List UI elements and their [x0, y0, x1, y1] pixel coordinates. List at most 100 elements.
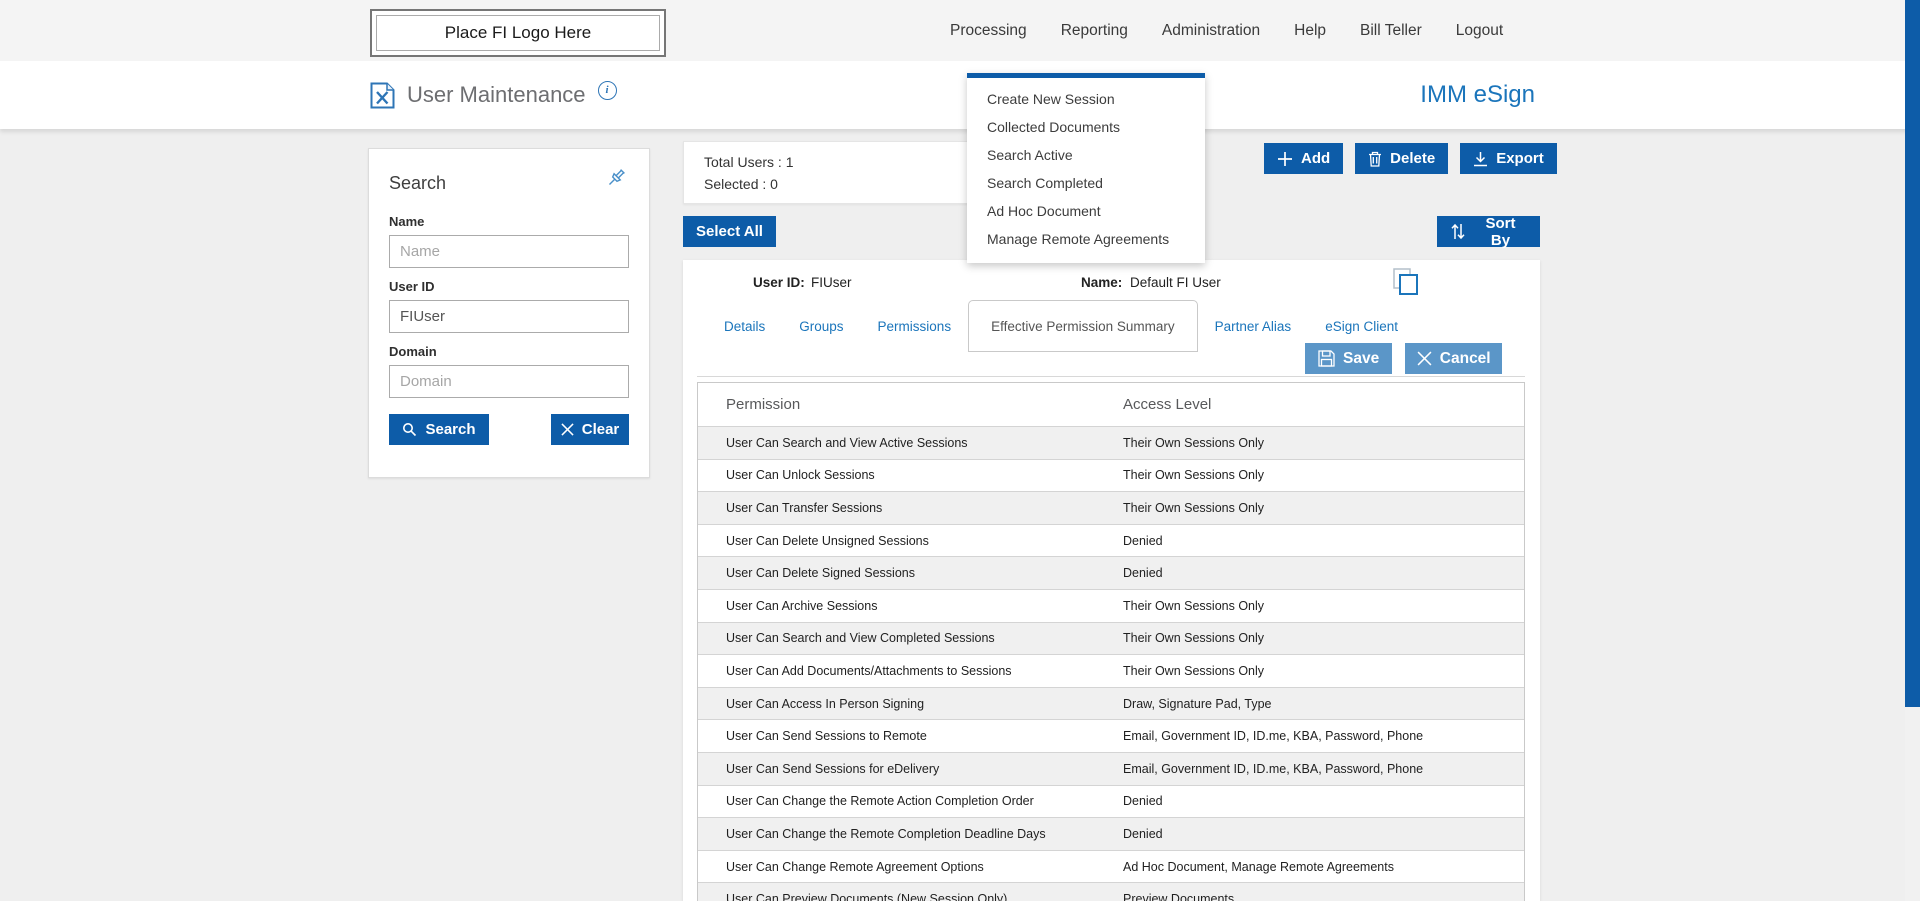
user-id-input[interactable] [389, 300, 629, 333]
access-level-cell: Denied [1123, 533, 1163, 548]
download-icon [1473, 151, 1488, 167]
table-row: User Can Search and View Active Sessions… [698, 426, 1524, 459]
clear-x-icon [561, 423, 574, 436]
page-title-group: User Maintenance [370, 61, 617, 129]
top-bar: Place FI Logo Here Processing Reporting Ad… [0, 0, 1920, 62]
access-level-cell: Their Own Sessions Only [1123, 500, 1265, 515]
permission-cell: User Can Change the Remote Action Comple… [726, 794, 1034, 809]
search-button-label: Search [425, 421, 476, 438]
table-header-row: Permission Access Level [698, 383, 1524, 426]
delete-button-label: Delete [1390, 150, 1436, 167]
nav-item-reporting[interactable]: Reporting [1060, 21, 1128, 39]
table-row: User Can Delete Unsigned Sessions Denied [698, 523, 1524, 557]
pin-icon[interactable] [603, 165, 629, 191]
nav-item-logout[interactable]: Logout [1455, 21, 1504, 39]
cancel-button[interactable]: Cancel [1405, 343, 1503, 374]
permission-cell: User Can Search and View Active Sessions [726, 435, 968, 450]
table-row: User Can Add Documents/Attachments to Se… [698, 654, 1524, 687]
name-input[interactable] [389, 235, 629, 268]
nav-item-administration[interactable]: Administration [1161, 21, 1261, 39]
fi-logo-placeholder: Place FI Logo Here [370, 9, 666, 57]
trash-icon [1368, 151, 1382, 167]
select-all-label: Select All [696, 223, 763, 240]
nav-item-bill-teller[interactable]: Bill Teller [1360, 21, 1422, 39]
search-panel-title: Search [389, 173, 447, 193]
access-level-cell: Their Own Sessions Only [1123, 631, 1265, 646]
permission-cell: User Can Access In Person Signing [726, 696, 925, 711]
permission-cell: User Can Add Documents/Attachments to Se… [726, 663, 1012, 678]
table-row: User Can Transfer Sessions Their Own Sess… [698, 491, 1524, 524]
selected-count-text: Selected : 0 [704, 176, 778, 192]
save-button[interactable]: Save [1305, 343, 1393, 374]
name-value: Default FI User [1130, 275, 1221, 290]
scrollbar-thumb[interactable] [1905, 0, 1920, 707]
table-row: User Can Send Sessions for eDelivery Emai… [698, 751, 1524, 785]
table-row: User Can Delete Signed Sessions Denied [698, 556, 1524, 589]
menu-item-create-new-session[interactable]: Create New Session [987, 91, 1115, 107]
domain-field: Domain [389, 344, 629, 398]
cancel-button-label: Cancel [1439, 349, 1491, 367]
access-level-cell: Email, Government ID, ID.me, KBA, Passwo… [1123, 761, 1424, 776]
search-icon [402, 422, 417, 437]
brand-title: IMM eSign [1420, 81, 1535, 108]
table-row: User Can Change the Remote Action Comple… [698, 784, 1524, 818]
user-id-field-label: User ID [389, 279, 435, 294]
page-title: User Maintenance [407, 82, 586, 107]
table-row: User Can Preview Documents (New Session … [698, 882, 1524, 901]
tab-esign-client[interactable]: eSign Client [1325, 318, 1398, 334]
tab-effective-permission-summary[interactable]: Effective Permission Summary [968, 300, 1198, 352]
table-row: User Can Archive Sessions Their Own Sessi… [698, 588, 1524, 622]
page-header: User Maintenance IMM eSign [0, 61, 1920, 129]
permission-cell: User Can Change Remote Agreement Options [726, 859, 984, 874]
export-button[interactable]: Export [1460, 143, 1557, 174]
fi-logo-text: Place FI Logo Here [444, 23, 592, 42]
select-all-button[interactable]: Select All [683, 216, 776, 247]
delete-button[interactable]: Delete [1355, 143, 1449, 174]
access-level-cell: Their Own Sessions Only [1123, 663, 1265, 678]
info-icon[interactable] [597, 80, 617, 100]
table-row: User Can Change Remote Agreement Options… [698, 849, 1524, 883]
card-actions: Save Cancel [1305, 343, 1503, 374]
domain-field-label: Domain [389, 344, 437, 359]
export-button-label: Export [1496, 150, 1544, 167]
name-field-label: Name [389, 214, 425, 229]
copy-icon[interactable] [1393, 268, 1419, 296]
menu-item-search-completed[interactable]: Search Completed [987, 175, 1103, 191]
access-level-cell: Their Own Sessions Only [1123, 435, 1265, 450]
table-row: User Can Search and View Completed Sessi… [698, 621, 1524, 655]
menu-item-search-active[interactable]: Search Active [987, 147, 1073, 163]
domain-input[interactable] [389, 365, 629, 398]
search-button[interactable]: Search [389, 414, 489, 445]
access-level-cell: Denied [1123, 566, 1163, 581]
tab-partner-alias[interactable]: Partner Alias [1214, 318, 1292, 334]
tab-groups[interactable]: Groups [799, 318, 844, 334]
plus-icon [1277, 151, 1293, 167]
access-level-cell: Their Own Sessions Only [1123, 598, 1265, 613]
column-header-access-level: Access Level [1123, 396, 1212, 413]
add-button[interactable]: Add [1264, 143, 1344, 174]
nav-item-help[interactable]: Help [1294, 21, 1327, 39]
table-row: User Can Change the Remote Completion De… [698, 817, 1524, 850]
menu-item-collected-documents[interactable]: Collected Documents [987, 119, 1121, 135]
clear-button[interactable]: Clear [551, 414, 629, 445]
user-maintenance-icon [370, 82, 395, 109]
tab-bar: Details Groups Permissions Effective Permis… [707, 300, 1415, 352]
access-level-cell: Ad Hoc Document, Manage Remote Agreement… [1123, 859, 1394, 874]
scrollbar[interactable] [1905, 0, 1920, 901]
access-level-cell: Draw, Signature Pad, Type [1123, 696, 1272, 711]
tab-details[interactable]: Details [724, 318, 766, 334]
nav-item-processing[interactable]: Processing [950, 21, 1027, 39]
sort-by-button[interactable]: Sort By [1437, 215, 1540, 249]
save-floppy-icon [1318, 350, 1335, 367]
total-users-text: Total Users : 1 [704, 154, 794, 170]
menu-item-ad-hoc-document[interactable]: Ad Hoc Document [987, 203, 1101, 219]
menu-item-manage-remote-agreements[interactable]: Manage Remote Agreements [987, 231, 1170, 247]
permission-cell: User Can Search and View Completed Sessi… [726, 631, 995, 646]
tab-permissions[interactable]: Permissions [877, 318, 952, 334]
access-level-cell: Preview Documents [1123, 892, 1235, 901]
user-id-field: User ID [389, 279, 629, 333]
main-nav: Processing Reporting Administration Help Bil… [950, 0, 1503, 61]
permission-cell: User Can Transfer Sessions [726, 500, 883, 515]
permissions-table: Permission Access Level User Can Search … [697, 382, 1525, 901]
